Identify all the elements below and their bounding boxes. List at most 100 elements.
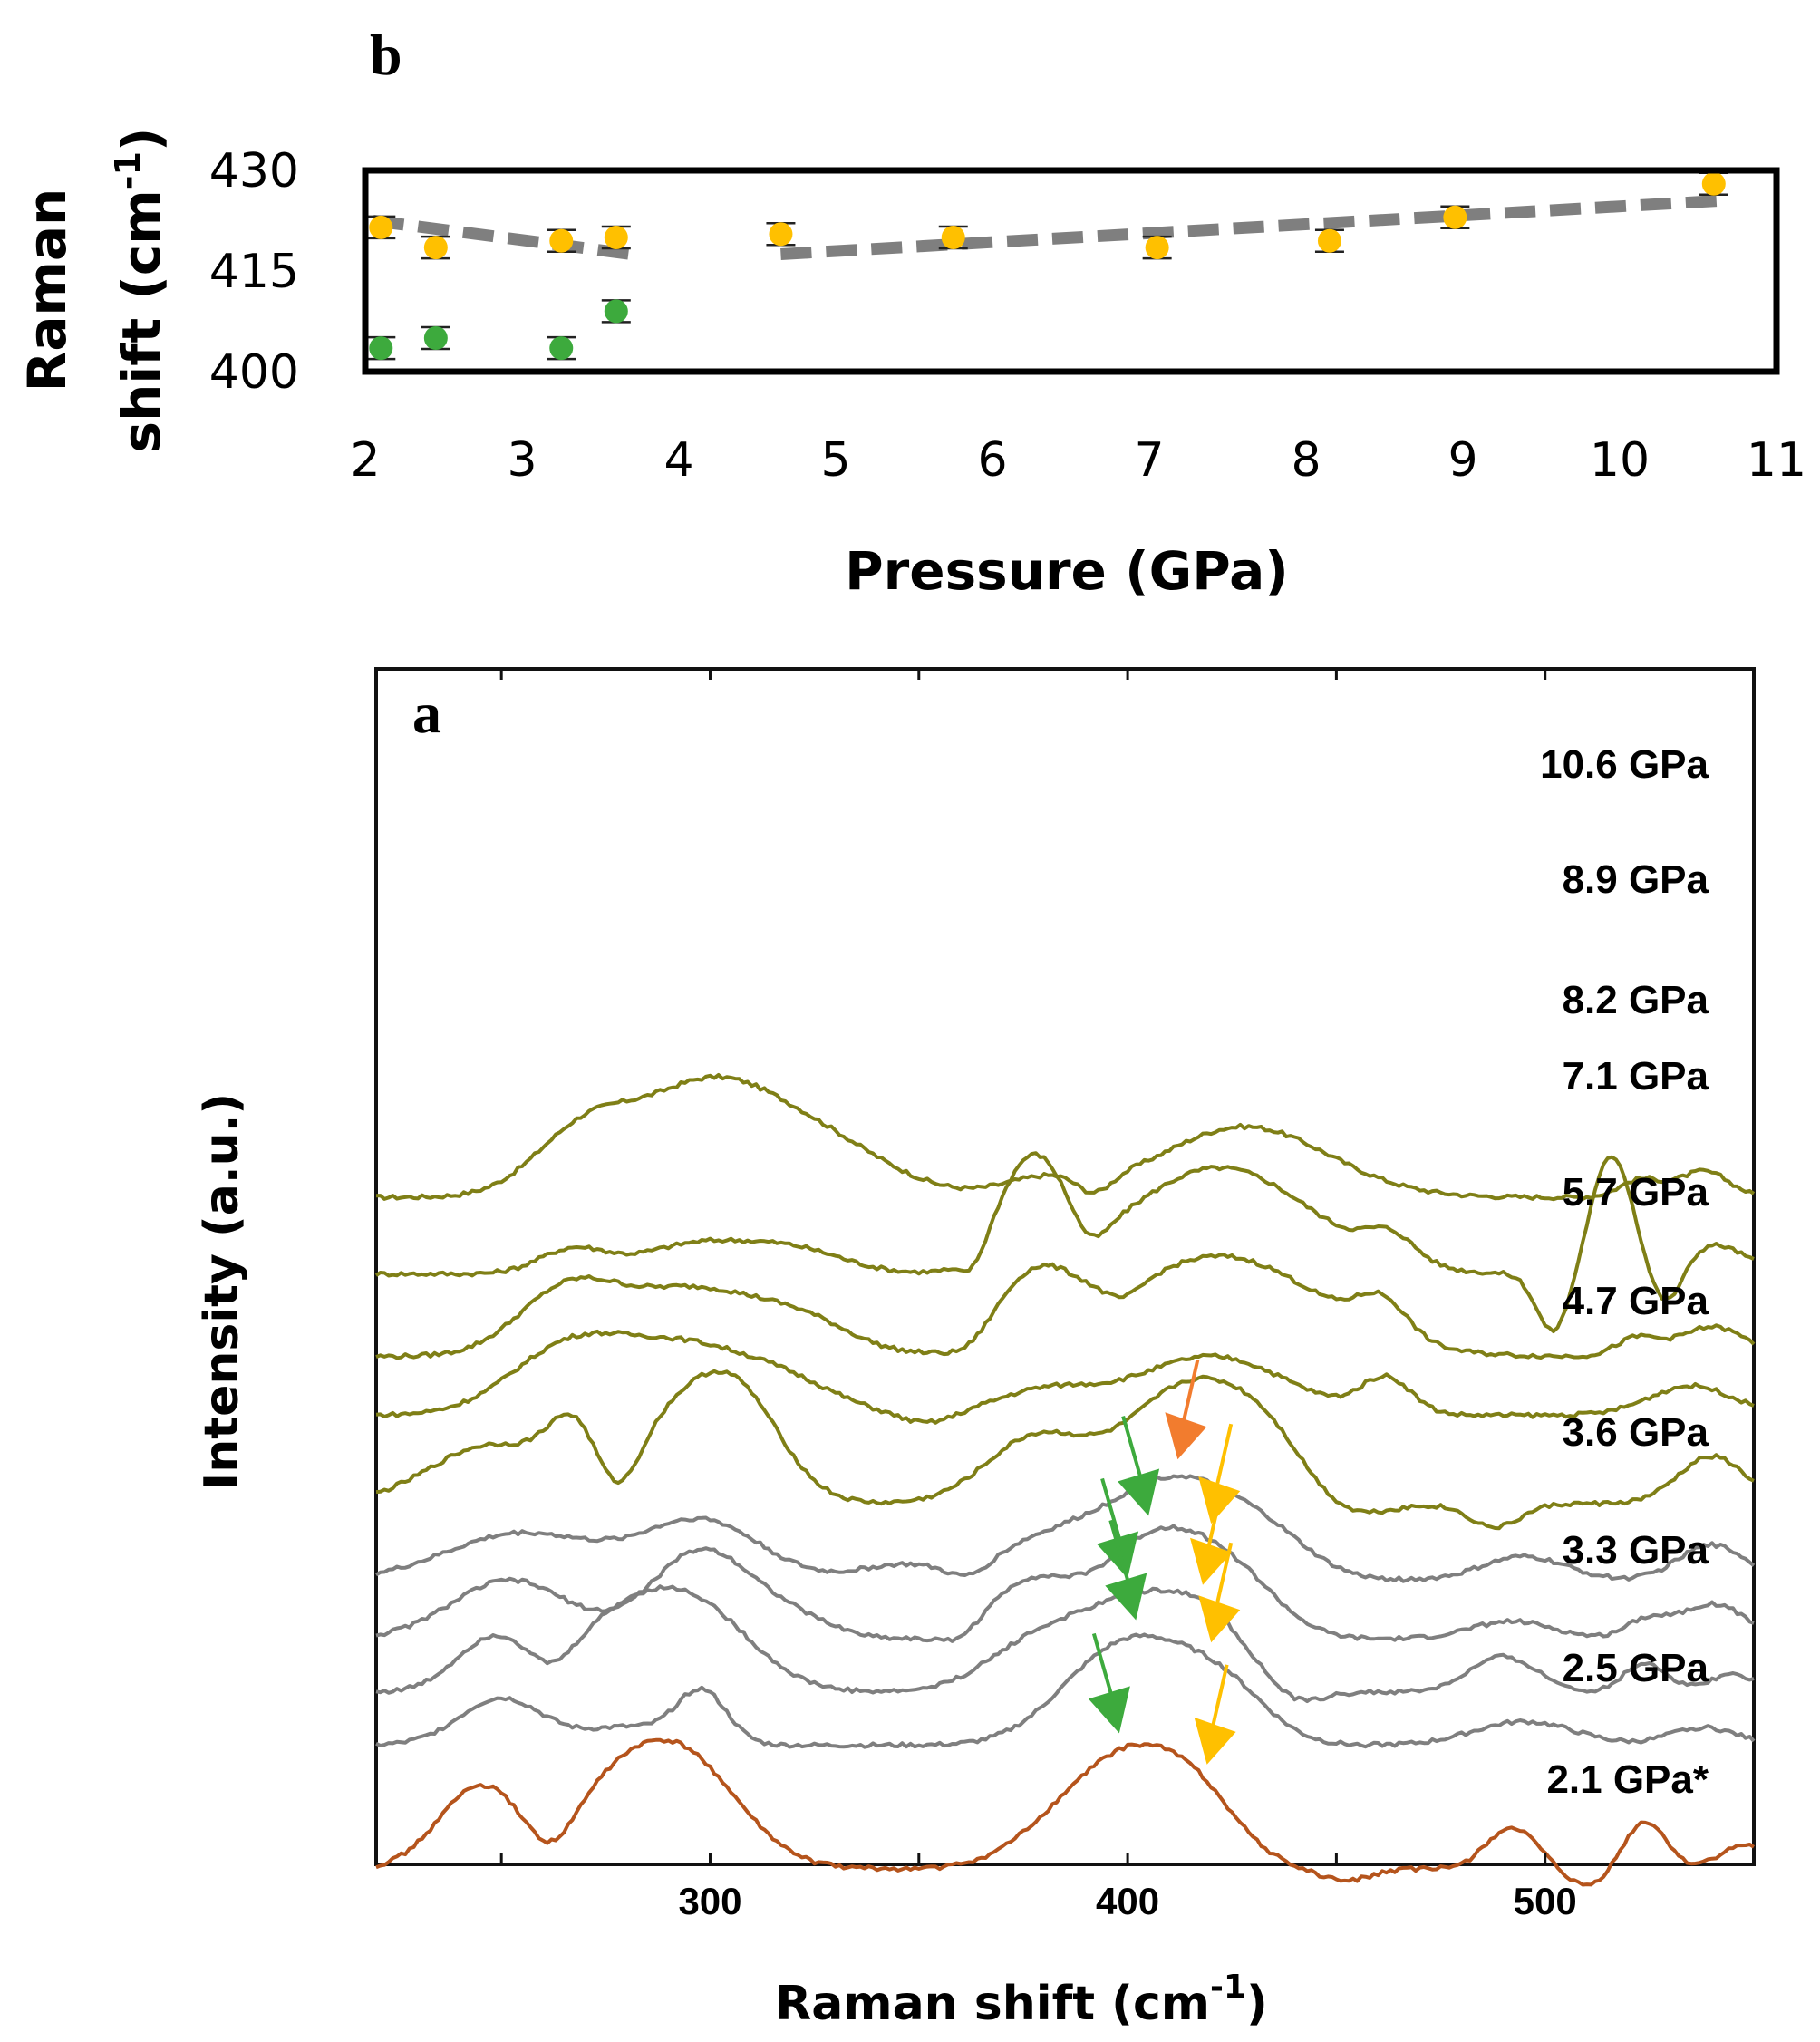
marker [604,226,628,249]
arrow-shaft [1210,1664,1229,1729]
trace-3-6-GPa [375,1524,1755,1643]
marker [604,299,628,324]
x-tick-label-4: 4 [663,433,693,488]
panel-a-border [374,667,1756,1866]
yellow-arrow-9 [1194,1664,1236,1765]
trace-8-2-GPa [375,1253,1756,1360]
green-point-2 [421,325,450,351]
panel-a-y-axis-title: Intensity (a.u.) [195,1093,249,1490]
trace-5-7-GPa [375,1369,1755,1531]
trace-10-6-GPa [375,1073,1756,1202]
yellow-arrow-7 [1198,1542,1241,1643]
trace-7-1-GPa [375,1329,1755,1425]
arrow-head [1105,1573,1147,1621]
yellow-point-6 [938,225,968,250]
arrow-shaft [1215,1423,1234,1488]
yellow-point-4 [601,225,631,250]
trace-3-3-GPa [375,1584,1755,1704]
panel-a-frame [374,667,1756,1866]
marker [549,336,574,361]
panel-a-x-axis-title: Raman shift (cm-1) [775,1969,1267,2031]
arrow-shaft [1108,1519,1131,1585]
x-tick-label-3: 3 [507,433,537,488]
x-tick-label-6: 6 [977,433,1007,488]
yellow-point-1 [366,215,396,240]
panel-a-arrows [1088,1359,1241,1765]
panel-b-frame [362,167,1780,375]
panel-b-y-axis-title-line2: shift (cm-1) [108,128,172,453]
panel-a-chart: a 10.6 GPa 8.9 GPa 8.2 GPa 7.1 GPa 5.7 GPa 4.… [195,667,1756,2031]
yellow-point-7 [1142,235,1172,260]
trace-label-8-2-GPa: 8.2 GPa [1563,978,1709,1022]
marker [423,326,448,350]
marker [941,226,965,249]
arrow-shaft [1215,1542,1234,1607]
panel-b-axes: 2 3 4 5 6 7 8 9 10 11 400 415 430 [209,144,1806,488]
yellow-arrow-5 [1190,1485,1232,1585]
trace-label-10-6-GPa: 10.6 GPa [1540,742,1709,787]
green-arrow-4 [1097,1477,1139,1579]
marker [423,236,448,260]
trace-label-2-5-GPa: 2.5 GPa [1563,1646,1709,1690]
trace-8-9-GPa [374,1151,1755,1333]
marker [549,228,574,253]
marker [1317,228,1341,253]
panel-a-traces [374,1073,1756,1887]
green-arrow-2 [1118,1415,1160,1516]
arrow-head [1088,1686,1130,1734]
green-arrow-8 [1088,1632,1130,1734]
marker [1443,205,1467,229]
arrow-shaft [1181,1359,1200,1424]
arrow-shaft [1206,1485,1225,1550]
y-tick-label-415: 415 [209,245,299,299]
panel-a-letter: a [412,681,441,745]
green-point-3 [547,335,576,361]
arrow-head [1165,1412,1207,1460]
x-tick-label-500: 500 [1514,1880,1577,1922]
x-tick-label-5: 5 [820,433,850,488]
panel-a-trace-labels: 10.6 GPa 8.9 GPa 8.2 GPa 7.1 GPa 5.7 GPa 4.7 … [1540,742,1709,1802]
trace-2-1-GPa- [375,1737,1756,1887]
yellow-point-2 [421,235,450,260]
trace-label-3-3-GPa: 3.3 GPa [1563,1528,1709,1573]
marker [369,336,393,361]
trace-label-5-7-GPa: 5.7 GPa [1563,1170,1709,1215]
yellow-point-3 [547,228,576,253]
trace-label-8-9-GPa: 8.9 GPa [1563,857,1709,902]
trace-4-7-GPa [374,1474,1756,1583]
arrow-shaft [1100,1477,1123,1544]
panel-b-x-axis-title: Pressure (GPa) [845,540,1289,602]
panel-b-y-axis-title-line1: Raman [16,189,78,392]
x-tick-label-7: 7 [1134,433,1164,488]
yellow-point-9 [1440,205,1470,230]
panel-b-plot-area [366,171,1728,361]
orange-arrow-1 [1165,1359,1207,1460]
yellow-point-5 [766,222,796,247]
trace-2-5-GPa [375,1632,1756,1749]
arrow-shaft [1121,1415,1144,1481]
panel-b-letter: b [370,23,402,87]
x-tick-label-400: 400 [1096,1880,1159,1922]
trace-label-2-1-GPa-: 2.1 GPa* [1546,1757,1709,1802]
yellow-point-8 [1314,228,1344,253]
yellow-point-10 [1699,171,1728,197]
x-tick-label-2: 2 [350,433,380,488]
yellow-arrow-3 [1198,1423,1241,1524]
panel-b-chart: b 2 3 4 5 6 7 8 9 10 11 400 415 430 Pressure (GPa) R… [16,23,1806,602]
arrow-shaft [1091,1632,1114,1698]
arrow-head [1194,1717,1236,1765]
marker [1701,171,1726,196]
green-point-4 [601,299,631,324]
x-tick-label-11: 11 [1747,433,1806,488]
green-point-1 [366,335,396,361]
trace-label-7-1-GPa: 7.1 GPa [1563,1054,1709,1098]
arrow-head [1190,1537,1232,1585]
marker [1145,236,1169,260]
x-tick-label-9: 9 [1447,433,1477,488]
arrow-head [1118,1468,1160,1516]
panel-a-x-ticks: 300 400 500 [499,669,1756,1922]
trace-label-4-7-GPa: 4.7 GPa [1563,1279,1709,1323]
x-tick-label-10: 10 [1590,433,1650,488]
fit-line-2 [780,194,1722,260]
marker [369,215,393,239]
